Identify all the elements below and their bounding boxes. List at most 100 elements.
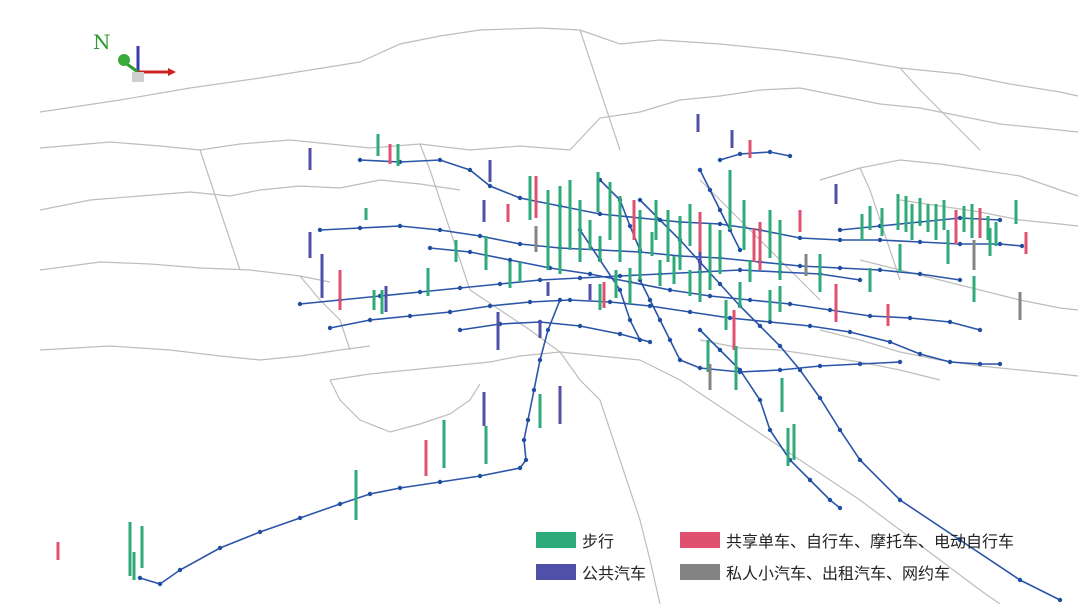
metro-station: [737, 369, 743, 375]
metro-station: [907, 315, 913, 321]
metro-station: [717, 281, 723, 287]
metro-station: [537, 277, 543, 283]
metro-station: [157, 581, 163, 587]
metro-station: [587, 271, 593, 277]
metro-line: [639, 199, 1061, 601]
metro-station: [847, 329, 853, 335]
metro-line: [459, 321, 651, 343]
mode-bars: [56, 114, 1028, 580]
metro-station: [437, 479, 443, 485]
metro-station: [707, 293, 713, 299]
metro-station: [977, 361, 983, 367]
metro-station: [757, 323, 763, 329]
metro-station: [367, 491, 373, 497]
legend-item-car: 私人小汽车、出租汽车、网约车: [680, 560, 1014, 584]
district-boundary: [39, 139, 571, 151]
legend-swatch-shared: [680, 532, 720, 548]
metro-station: [817, 395, 823, 401]
district-boundary: [469, 289, 561, 353]
metro-station: [687, 309, 693, 315]
metro-station: [627, 317, 633, 323]
metro-station: [827, 307, 833, 313]
metro-station: [977, 327, 983, 333]
legend-swatch-bus: [536, 564, 576, 580]
north-arrow-axes-icon: [118, 46, 176, 82]
metro-station: [697, 327, 703, 333]
metro-station: [877, 267, 883, 273]
metro-station: [637, 197, 643, 203]
metro-station: [667, 337, 673, 343]
metro-station: [317, 227, 323, 233]
metro-station: [517, 241, 523, 247]
metro-station: [697, 365, 703, 371]
metro-station: [877, 237, 883, 243]
metro-station: [525, 417, 531, 423]
metro-line: [329, 299, 1000, 365]
metro-station: [657, 217, 663, 223]
metro-station: [297, 515, 303, 521]
metro-station: [917, 239, 923, 245]
district-boundary: [39, 345, 371, 361]
legend: 步行 共享单车、自行车、摩托车、电动自行车 公共汽车 私人小汽车、出租汽车、网约…: [536, 528, 1014, 584]
metro-station: [531, 387, 537, 393]
metro-station: [727, 315, 733, 321]
metro-station: [447, 309, 453, 315]
metro-station: [737, 151, 743, 157]
district-boundary: [819, 329, 1079, 377]
metro-station: [607, 299, 613, 305]
metro-station: [457, 327, 463, 333]
district-boundary: [899, 199, 1079, 227]
district-boundary: [419, 143, 471, 291]
metro-station: [807, 323, 813, 329]
metro-station: [837, 227, 843, 233]
metro-station: [717, 347, 723, 353]
metro-station: [997, 361, 1003, 367]
metro-station: [777, 343, 783, 349]
metro-station: [487, 303, 493, 309]
metro-station: [327, 325, 333, 331]
metro-station: [837, 505, 843, 511]
metro-station: [537, 357, 543, 363]
metro-station: [917, 351, 923, 357]
metro-station: [257, 529, 263, 535]
metro-station: [337, 501, 343, 507]
metro-station: [487, 183, 493, 189]
metro-station: [947, 359, 953, 365]
metro-station: [697, 167, 703, 173]
metro-station: [497, 281, 503, 287]
metro-station: [1019, 243, 1025, 249]
legend-label-shared: 共享单车、自行车、摩托车、电动自行车: [726, 532, 1015, 551]
metro-station: [467, 249, 473, 255]
metro-station: [747, 297, 753, 303]
metro-station: [897, 497, 903, 503]
metro-station: [1057, 597, 1063, 603]
metro-station: [957, 277, 963, 283]
district-boundary: [329, 379, 481, 433]
metro-station: [477, 473, 483, 479]
metro-station: [667, 287, 673, 293]
metro-station: [517, 195, 523, 201]
metro-station: [857, 361, 863, 367]
metro-station: [297, 301, 303, 307]
legend-label-bus: 公共汽车: [582, 564, 647, 583]
metro-station: [437, 157, 443, 163]
metro-station: [767, 149, 773, 155]
metro-station: [947, 319, 953, 325]
metro-station: [807, 477, 813, 483]
metro-station: [737, 267, 743, 273]
metro-station: [707, 187, 713, 193]
metro-station: [797, 235, 803, 241]
metro-station: [817, 363, 823, 369]
metro-station: [507, 257, 513, 263]
metro-station: [577, 323, 583, 329]
metro-station: [577, 275, 583, 281]
metro-station: [617, 287, 623, 293]
metro-station: [917, 271, 923, 277]
district-boundary: [39, 27, 1079, 113]
district-boundary: [819, 159, 1079, 197]
district-boundary: [859, 259, 1079, 311]
metro-station: [407, 313, 413, 319]
district-boundary: [559, 351, 661, 604]
district-boundary: [39, 179, 461, 211]
metro-station: [417, 289, 423, 295]
